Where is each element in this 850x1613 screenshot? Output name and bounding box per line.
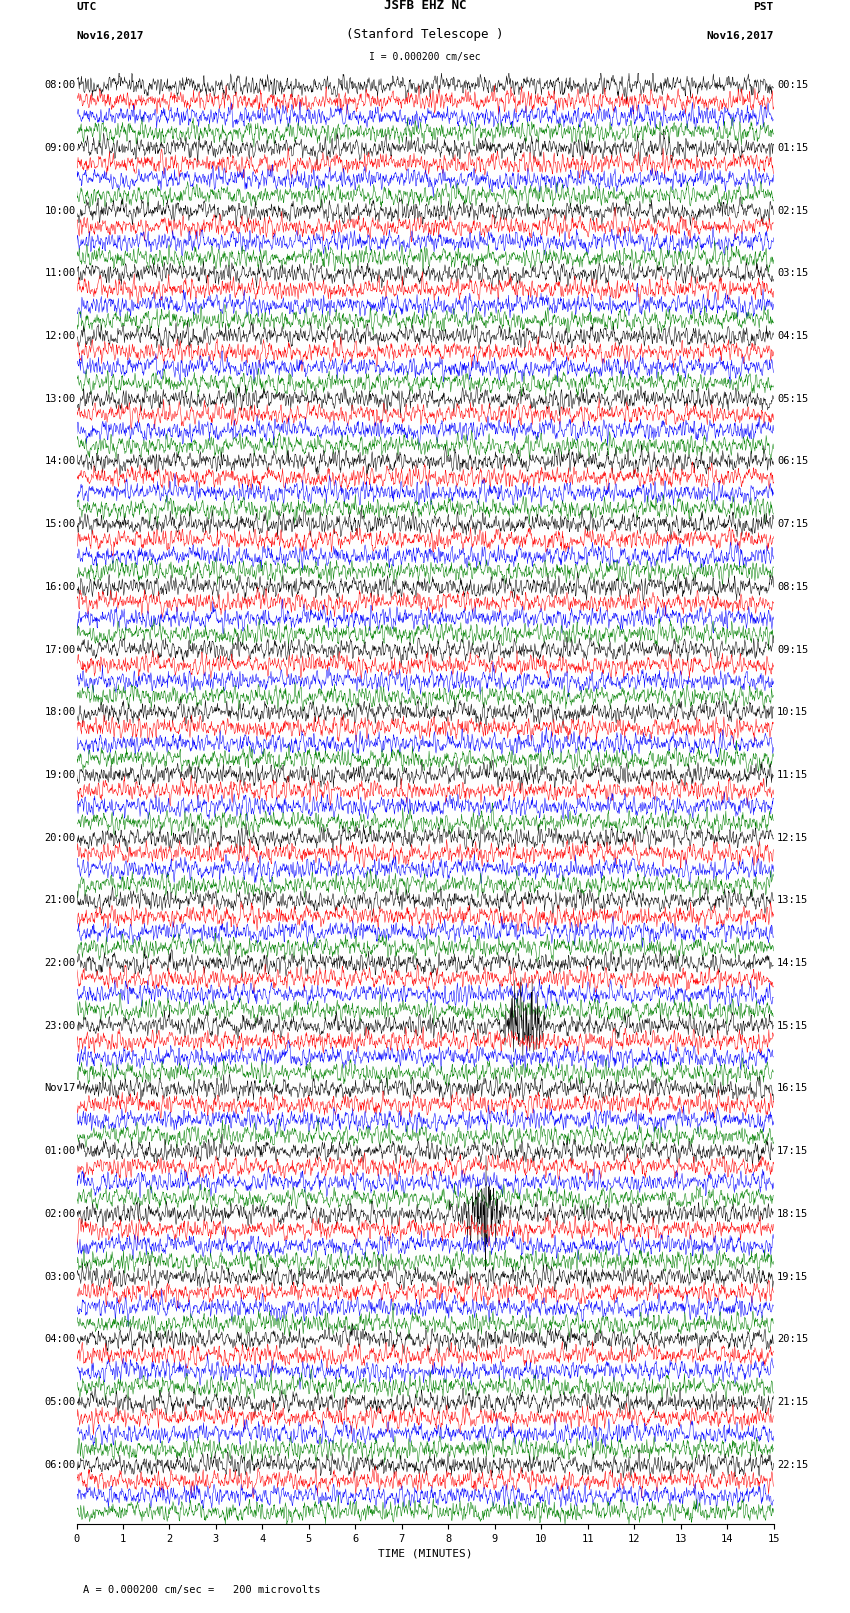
Text: (Stanford Telescope ): (Stanford Telescope ) [346,27,504,40]
Text: 13:00: 13:00 [44,394,76,403]
Text: Nov17: Nov17 [44,1084,76,1094]
Text: A = 0.000200 cm/sec =   200 microvolts: A = 0.000200 cm/sec = 200 microvolts [83,1586,321,1595]
Text: UTC: UTC [76,2,97,11]
Text: 08:00: 08:00 [44,81,76,90]
Text: 02:00: 02:00 [44,1208,76,1219]
Text: 10:15: 10:15 [777,706,808,718]
Text: 11:00: 11:00 [44,268,76,279]
Text: 04:15: 04:15 [777,331,808,340]
Text: 07:15: 07:15 [777,519,808,529]
Text: 22:00: 22:00 [44,958,76,968]
Text: 05:15: 05:15 [777,394,808,403]
Text: 21:15: 21:15 [777,1397,808,1407]
Text: 06:15: 06:15 [777,456,808,466]
Text: 08:15: 08:15 [777,582,808,592]
Text: 01:15: 01:15 [777,144,808,153]
Text: 09:15: 09:15 [777,645,808,655]
Text: 16:00: 16:00 [44,582,76,592]
Text: 18:15: 18:15 [777,1208,808,1219]
Text: 22:15: 22:15 [777,1460,808,1469]
Text: 00:15: 00:15 [777,81,808,90]
Text: PST: PST [753,2,774,11]
Text: 10:00: 10:00 [44,205,76,216]
Text: 04:00: 04:00 [44,1334,76,1344]
Text: 17:00: 17:00 [44,645,76,655]
Text: 18:00: 18:00 [44,706,76,718]
Text: 09:00: 09:00 [44,144,76,153]
Text: 01:00: 01:00 [44,1147,76,1157]
Text: 14:15: 14:15 [777,958,808,968]
Text: JSFB EHZ NC: JSFB EHZ NC [383,0,467,11]
Text: 13:15: 13:15 [777,895,808,905]
Text: I = 0.000200 cm/sec: I = 0.000200 cm/sec [369,53,481,63]
Text: 19:00: 19:00 [44,769,76,781]
Text: Nov16,2017: Nov16,2017 [76,31,144,40]
Text: 06:00: 06:00 [44,1460,76,1469]
Text: 16:15: 16:15 [777,1084,808,1094]
Text: 21:00: 21:00 [44,895,76,905]
Text: 12:15: 12:15 [777,832,808,842]
Text: 03:00: 03:00 [44,1271,76,1282]
Text: 19:15: 19:15 [777,1271,808,1282]
Text: 15:15: 15:15 [777,1021,808,1031]
Text: 05:00: 05:00 [44,1397,76,1407]
Text: 20:15: 20:15 [777,1334,808,1344]
Text: 14:00: 14:00 [44,456,76,466]
X-axis label: TIME (MINUTES): TIME (MINUTES) [377,1548,473,1558]
Text: Nov16,2017: Nov16,2017 [706,31,774,40]
Text: 02:15: 02:15 [777,205,808,216]
Text: 12:00: 12:00 [44,331,76,340]
Text: 20:00: 20:00 [44,832,76,842]
Text: 03:15: 03:15 [777,268,808,279]
Text: 11:15: 11:15 [777,769,808,781]
Text: 15:00: 15:00 [44,519,76,529]
Text: 17:15: 17:15 [777,1147,808,1157]
Text: 23:00: 23:00 [44,1021,76,1031]
